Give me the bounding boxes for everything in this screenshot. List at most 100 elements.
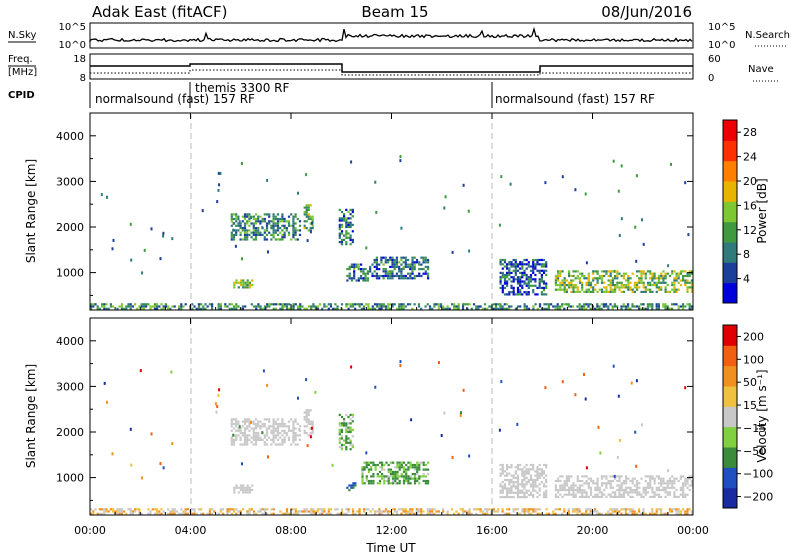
scatter-cell (195, 512, 198, 515)
scatter-cell (651, 272, 654, 275)
scatter-cell (290, 418, 293, 421)
scatter-cell (345, 508, 348, 511)
scatter-cell (585, 290, 588, 293)
scatter-cell (508, 491, 511, 494)
scatter-cell (259, 222, 262, 225)
scatter-cell (620, 508, 623, 511)
scatter-cell (382, 305, 385, 308)
scatter-cell (587, 288, 590, 291)
scatter-cell (503, 303, 506, 306)
scatter-cell (497, 510, 500, 513)
scatter-cell (347, 508, 350, 511)
scatter-cell (557, 277, 560, 280)
scatter-cell (499, 276, 502, 279)
scatter-cell (642, 512, 645, 515)
scatter-cell (540, 293, 543, 296)
scatter-cell (570, 274, 573, 278)
scatter-cell (351, 443, 354, 446)
scatter-cell (372, 475, 375, 478)
scatter-cell (396, 466, 399, 469)
scatter-cell (679, 284, 682, 287)
scatter-cell (576, 286, 579, 289)
scatter-cell (427, 274, 430, 278)
scatter-cell (534, 265, 537, 268)
scatter-cell (237, 427, 240, 430)
scatter-cell (193, 508, 196, 511)
scatter-cell (690, 479, 693, 483)
scatter-cell (649, 477, 652, 480)
scatter-cell (349, 243, 352, 246)
scatter-cell (239, 224, 242, 227)
scatter-cell (246, 418, 249, 421)
scatter-cell (217, 512, 220, 515)
scatter-cell (305, 204, 308, 207)
scatter-cell (376, 473, 379, 476)
scatter-cell (375, 277, 378, 280)
scatter-cell (589, 493, 593, 496)
scatter-cell (596, 290, 599, 293)
scatter-cell (353, 268, 356, 271)
scatter-cell (173, 305, 176, 308)
scatter-cell (415, 261, 419, 264)
scatter-cell (667, 264, 670, 268)
scatter-cell (525, 284, 528, 287)
scatter-cell (237, 229, 240, 232)
scatter-cell (523, 472, 526, 475)
scatter-cell (570, 286, 573, 289)
scatter-cell (503, 478, 507, 482)
scatter-cell (243, 432, 247, 435)
scatter-cell (649, 303, 652, 306)
scatter-cell (596, 479, 599, 483)
scatter-cell (629, 277, 632, 280)
scatter-cell (387, 468, 390, 471)
scatter-cell (415, 258, 419, 262)
scatter-cell (254, 213, 258, 216)
scatter-cell (616, 277, 619, 280)
scatter-cell (666, 305, 669, 308)
scatter-cell (516, 474, 520, 477)
scatter-cell (367, 482, 371, 485)
scatter-cell (259, 436, 262, 439)
scatter-cell (316, 307, 319, 310)
scatter-cell (374, 385, 377, 389)
scatter-cell (523, 470, 526, 473)
scatter-cell (375, 265, 378, 268)
scatter-cell (631, 477, 634, 480)
scatter-cell (538, 280, 541, 283)
scatter-cell (510, 481, 513, 484)
scatter-cell (266, 178, 269, 182)
scatter-cell (638, 281, 641, 284)
scatter-cell (311, 420, 314, 423)
scatter-cell (309, 217, 312, 221)
scatter-cell (642, 286, 645, 289)
scatter-cell (424, 463, 427, 467)
scatter-cell (125, 305, 128, 308)
scatter-cell (581, 288, 584, 291)
scatter-cell (112, 510, 115, 513)
scatter-cell (616, 284, 619, 287)
scatter-cell (298, 428, 301, 431)
scatter-cell (690, 307, 693, 310)
colorbar-tick-label: −15 (743, 422, 766, 435)
scatter-cell (514, 472, 517, 475)
scatter-cell (246, 281, 249, 284)
scatter-cell (400, 263, 403, 266)
scatter-cell (662, 270, 665, 273)
scatter-cell (457, 512, 460, 515)
scatter-cell (285, 229, 288, 232)
scatter-cell (254, 427, 258, 430)
scatter-cell (592, 279, 595, 282)
colorbar-swatch (723, 120, 737, 141)
scatter-cell (613, 474, 616, 478)
scatter-region-5 (361, 461, 430, 485)
scatter-cell (254, 436, 258, 439)
scatter-cell (105, 307, 108, 310)
scatter-cell (633, 477, 636, 480)
scatter-cell (254, 441, 258, 444)
scatter-cell (294, 233, 297, 236)
scatter-cell (563, 284, 566, 287)
scatter-cell (347, 217, 350, 220)
scatter-cell (634, 430, 637, 434)
scatter-cell (649, 484, 652, 487)
